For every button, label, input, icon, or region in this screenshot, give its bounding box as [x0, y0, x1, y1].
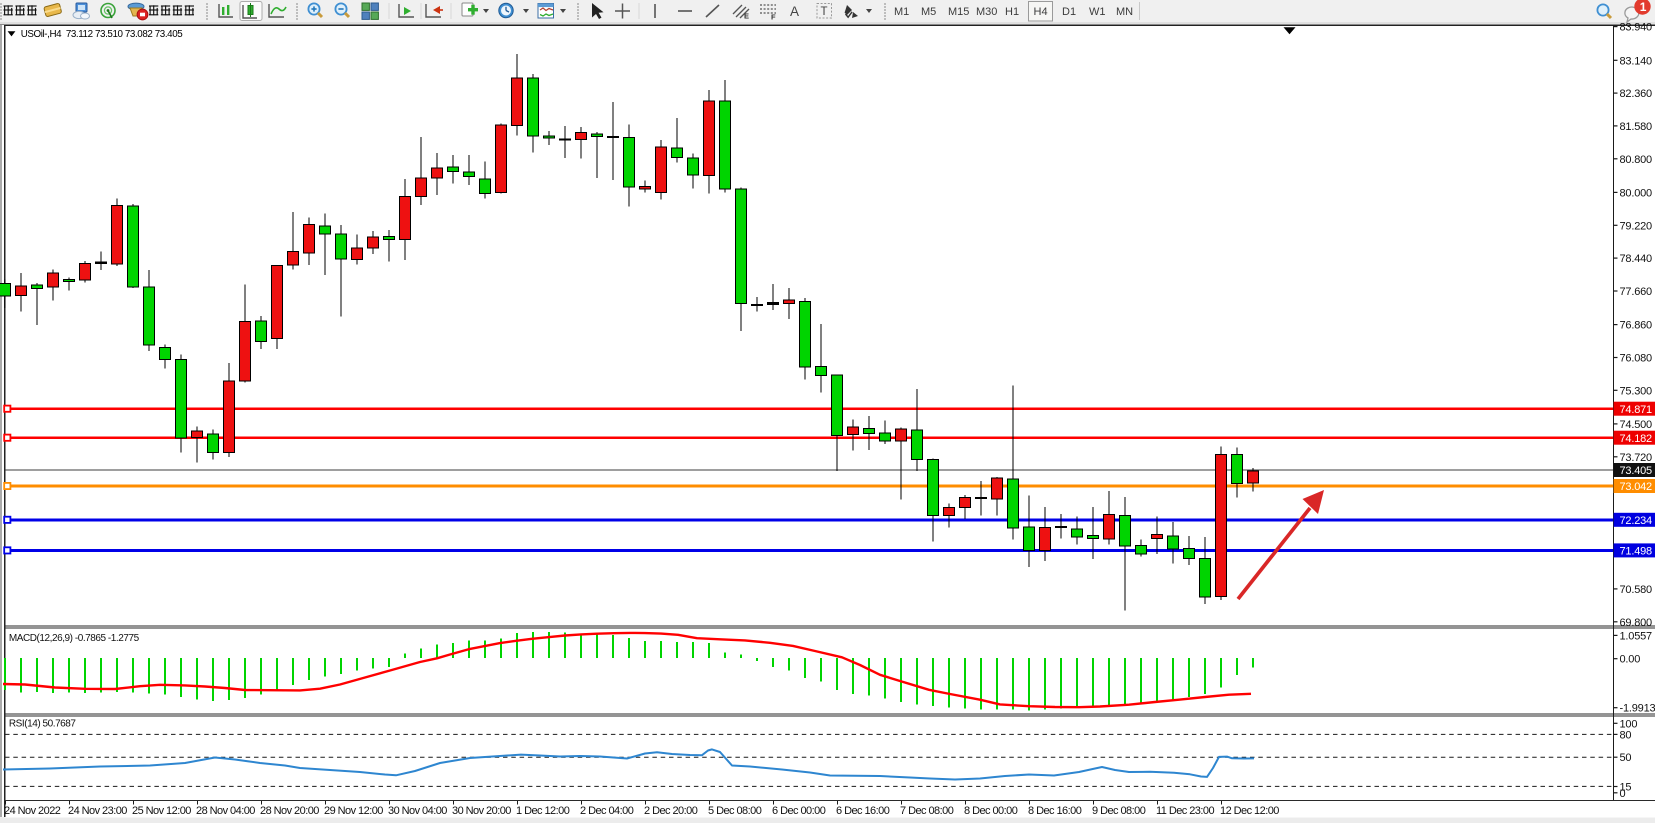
svg-text:9 Dec 08:00: 9 Dec 08:00 [1092, 805, 1146, 817]
svg-text:2 Dec 20:00: 2 Dec 20:00 [644, 805, 698, 817]
svg-text:H1: H1 [1005, 6, 1019, 18]
svg-text:50: 50 [1620, 752, 1632, 764]
svg-text:81.580: 81.580 [1620, 121, 1653, 133]
svg-text:M30: M30 [976, 6, 997, 18]
svg-text:75.300: 75.300 [1620, 385, 1653, 397]
svg-text:0: 0 [1620, 788, 1626, 800]
svg-text:30 Nov 04:00: 30 Nov 04:00 [388, 805, 447, 817]
svg-text:12 Dec 12:00: 12 Dec 12:00 [1220, 805, 1279, 817]
svg-text:A: A [790, 4, 799, 19]
svg-text:6 Dec 16:00: 6 Dec 16:00 [836, 805, 890, 817]
svg-text:F: F [771, 13, 776, 22]
svg-text:USOil-,H4 73.112 73.510 73.08: USOil-,H4 73.112 73.510 73.082 73.405 [21, 29, 184, 40]
svg-text:8 Dec 16:00: 8 Dec 16:00 [1028, 805, 1082, 817]
svg-text:74.500: 74.500 [1620, 419, 1653, 431]
svg-text:83.940: 83.940 [1620, 22, 1653, 34]
svg-text:76.860: 76.860 [1620, 320, 1653, 332]
svg-text:74.182: 74.182 [1620, 433, 1653, 445]
svg-text:71.498: 71.498 [1620, 546, 1653, 558]
svg-text:28 Nov 04:00: 28 Nov 04:00 [196, 805, 255, 817]
svg-text:D1: D1 [1062, 6, 1076, 18]
svg-text:1: 1 [1640, 0, 1647, 14]
svg-text:70.580: 70.580 [1620, 584, 1653, 596]
svg-text:1 Dec 12:00: 1 Dec 12:00 [516, 805, 570, 817]
svg-text:78.440: 78.440 [1620, 253, 1653, 265]
svg-text:RSI(14) 50.7687: RSI(14) 50.7687 [9, 719, 77, 730]
svg-text:E: E [744, 12, 749, 21]
svg-text:73.042: 73.042 [1620, 481, 1653, 493]
svg-text:7 Dec 08:00: 7 Dec 08:00 [900, 805, 954, 817]
svg-text:M5: M5 [921, 6, 936, 18]
svg-text:W1: W1 [1089, 6, 1106, 18]
svg-text:-1.9913: -1.9913 [1620, 703, 1655, 715]
svg-text:80: 80 [1620, 729, 1632, 741]
svg-text:76.080: 76.080 [1620, 353, 1653, 365]
svg-text:H4: H4 [1034, 6, 1048, 18]
svg-text:2 Dec 04:00: 2 Dec 04:00 [580, 805, 634, 817]
svg-text:MACD(12,26,9) -0.7865 -1.2775: MACD(12,26,9) -0.7865 -1.2775 [9, 633, 140, 644]
svg-text:30 Nov 20:00: 30 Nov 20:00 [452, 805, 511, 817]
svg-text:MN: MN [1116, 6, 1133, 18]
svg-text:28 Nov 20:00: 28 Nov 20:00 [260, 805, 319, 817]
svg-text:24 Nov 2022: 24 Nov 2022 [4, 805, 61, 817]
svg-text:8 Dec 00:00: 8 Dec 00:00 [964, 805, 1018, 817]
svg-text:5 Dec 08:00: 5 Dec 08:00 [708, 805, 762, 817]
svg-text:83.140: 83.140 [1620, 55, 1653, 67]
svg-text:72.234: 72.234 [1620, 515, 1653, 527]
svg-text:11 Dec 23:00: 11 Dec 23:00 [1156, 805, 1214, 817]
svg-text:73.405: 73.405 [1620, 465, 1653, 477]
svg-text:77.660: 77.660 [1620, 286, 1653, 298]
svg-text:80.800: 80.800 [1620, 154, 1653, 166]
svg-text:0.00: 0.00 [1620, 654, 1641, 666]
svg-text:15: 15 [1620, 782, 1632, 794]
svg-text:80.000: 80.000 [1620, 187, 1653, 199]
svg-text:24 Nov 23:00: 24 Nov 23:00 [68, 805, 127, 817]
svg-text:69.800: 69.800 [1620, 617, 1653, 629]
svg-text:100: 100 [1620, 718, 1638, 730]
svg-text:M1: M1 [894, 6, 909, 18]
svg-text:T: T [821, 6, 828, 18]
svg-text:74.871: 74.871 [1620, 404, 1653, 416]
svg-text:82.360: 82.360 [1620, 88, 1653, 100]
svg-text:6 Dec 00:00: 6 Dec 00:00 [772, 805, 826, 817]
svg-text:1.0557: 1.0557 [1620, 630, 1653, 642]
svg-text:25 Nov 12:00: 25 Nov 12:00 [132, 805, 191, 817]
svg-text:79.220: 79.220 [1620, 220, 1653, 232]
svg-text:M15: M15 [948, 6, 969, 18]
svg-text:73.720: 73.720 [1620, 452, 1653, 464]
svg-text:29 Nov 12:00: 29 Nov 12:00 [324, 805, 383, 817]
